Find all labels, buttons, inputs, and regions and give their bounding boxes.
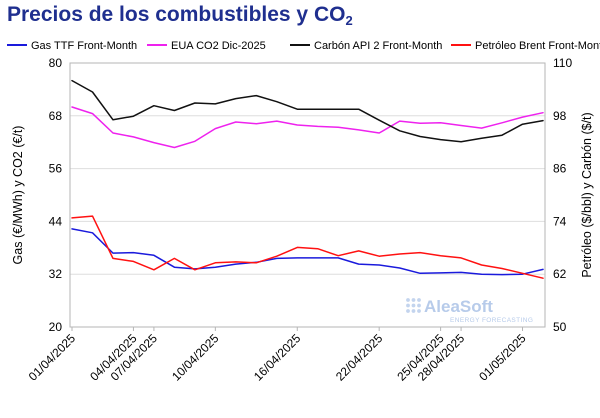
left-tick-label: 20: [49, 320, 63, 334]
right-tick-label: 86: [553, 162, 567, 176]
chart-title-subscript: 2: [345, 13, 353, 28]
x-tick-label: 22/04/2025: [333, 331, 386, 384]
right-tick-label: 74: [553, 214, 567, 228]
legend-label-petroleo-brent-front-month: Petróleo Brent Front-Month: [475, 40, 600, 52]
left-tick-label: 44: [49, 214, 63, 228]
left-tick-label: 80: [49, 56, 63, 70]
series-line-carbon-api-2-front-month: [71, 79, 544, 143]
right-axis-title: Petróleo ($/bbl) y Carbón ($/t): [580, 112, 594, 277]
right-axis-ticks: 50 62 74 86 98 110: [553, 56, 572, 334]
left-tick-label: 56: [49, 162, 63, 176]
series-line-eua-co2-dic-2025: [71, 106, 544, 149]
legend-label-eua-co2-dic-2025: EUA CO2 Dic-2025: [171, 40, 266, 52]
x-tick-label: 01/05/2025: [476, 331, 529, 384]
right-tick-label: 62: [553, 267, 567, 281]
chart-legend: Gas TTF Front-Month EUA CO2 Dic-2025 Carbó…: [7, 40, 600, 52]
aleasoft-logo-icon: [406, 298, 421, 313]
left-axis-title: Gas (€/MWh) y CO2 (€/t): [11, 126, 25, 265]
chart-title: Precios de los combustibles y CO2: [7, 3, 353, 28]
chart-title-main: Precios de los combustibles y CO: [7, 3, 346, 26]
left-tick-label: 68: [49, 109, 63, 123]
watermark-brand: AleaSoft: [424, 297, 493, 316]
left-axis-ticks: 20 32 44 56 68 80: [49, 56, 63, 334]
right-tick-label: 50: [553, 320, 567, 334]
right-tick-label: 110: [553, 56, 572, 70]
gridlines: [70, 115, 545, 275]
plot-frame: [69, 62, 546, 328]
aleasoft-watermark: AleaSoft ENERGY FORECASTING: [406, 297, 533, 324]
x-tick-label: 16/04/2025: [251, 331, 304, 384]
series-line-gas-ttf-front-month: [71, 228, 544, 276]
x-tick-label: 01/04/2025: [26, 331, 79, 384]
series-line-petroleo-brent-front-month: [71, 215, 544, 279]
legend-label-gas-ttf-front-month: Gas TTF Front-Month: [31, 40, 137, 52]
left-tick-label: 32: [49, 267, 63, 281]
x-tick-label: 10/04/2025: [169, 331, 222, 384]
watermark-tagline: ENERGY FORECASTING: [450, 317, 533, 324]
series-lines: [71, 79, 544, 279]
legend-label-carbon-api-2-front-month: Carbón API 2 Front-Month: [314, 40, 442, 52]
right-tick-label: 98: [553, 109, 567, 123]
